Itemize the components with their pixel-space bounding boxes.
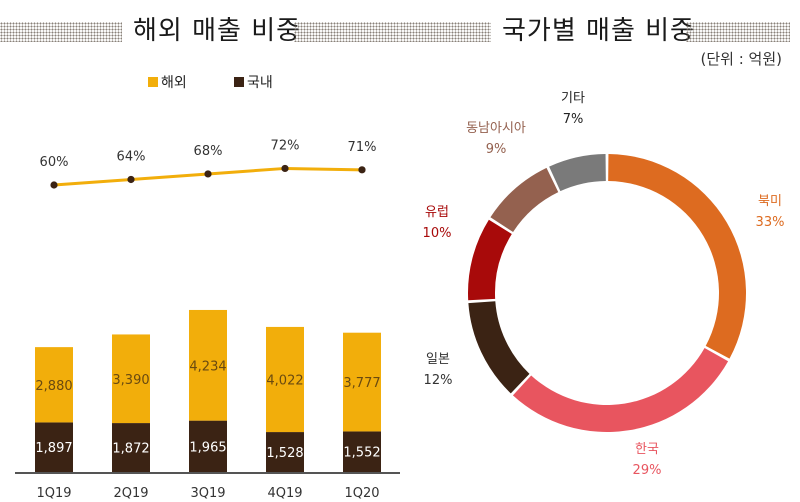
bar-label-overseas: 3,390 <box>112 373 149 388</box>
left-chart-title: 해외 매출 비중 <box>133 16 302 46</box>
donut-slice-유럽 <box>467 219 512 301</box>
legend-swatch-domestic <box>234 77 244 87</box>
share-label: 64% <box>117 149 146 164</box>
bar-domestic <box>189 420 227 472</box>
share-label: 72% <box>271 138 300 153</box>
legend-swatch-overseas <box>148 77 158 87</box>
share-marker <box>127 175 135 184</box>
slice-percent-label: 33% <box>756 215 785 230</box>
donut-slice-한국 <box>512 347 729 432</box>
slice-name-label: 한국 <box>635 442 659 457</box>
bar-overseas <box>266 326 304 433</box>
bar-label-domestic: 1,965 <box>189 440 226 455</box>
header-pattern-right-1 <box>400 22 491 42</box>
bar-label-domestic: 1,528 <box>266 446 303 461</box>
bar-label-overseas: 2,880 <box>35 379 72 394</box>
share-marker <box>281 164 289 173</box>
x-tick-label: 2Q19 <box>113 486 148 501</box>
x-tick-label: 4Q19 <box>267 486 302 501</box>
bar-label-overseas: 3,777 <box>343 376 380 391</box>
bar-domestic <box>112 423 150 472</box>
slice-name-label: 북미 <box>758 194 782 209</box>
bar-domestic <box>343 431 381 472</box>
slice-percent-label: 7% <box>563 112 584 127</box>
slice-percent-label: 9% <box>486 142 507 157</box>
slice-name-label: 동남아시아 <box>466 121 526 136</box>
share-marker <box>204 170 212 178</box>
bar-label-domestic: 1,552 <box>343 446 380 461</box>
header-pattern-left-2 <box>294 22 400 42</box>
donut-slice-동남아시아 <box>490 167 559 233</box>
share-label: 71% <box>348 140 377 155</box>
right-chart-title: 국가별 매출 비중 <box>502 16 695 46</box>
bar-overseas <box>35 347 73 423</box>
slice-percent-label: 12% <box>424 373 453 388</box>
slice-name-label: 일본 <box>426 352 450 367</box>
legend-label-overseas: 해외 <box>161 75 187 91</box>
slice-name-label: 유럽 <box>425 205 449 220</box>
x-tick-label: 3Q19 <box>190 486 225 501</box>
legend-overseas: 해외 <box>148 72 187 92</box>
x-tick-label: 1Q19 <box>36 486 71 501</box>
share-marker <box>358 166 366 174</box>
header-pattern-left-1 <box>0 22 122 42</box>
bar-overseas <box>343 332 381 432</box>
donut-slice-북미 <box>608 154 747 359</box>
donut-slice-일본 <box>468 301 530 394</box>
x-tick-label: 1Q20 <box>344 486 379 501</box>
legend-domestic: 국내 <box>234 72 273 92</box>
bar-label-overseas: 4,022 <box>266 373 303 388</box>
bar-label-domestic: 1,872 <box>112 442 149 457</box>
share-marker <box>50 181 58 189</box>
donut-slice-기타 <box>549 154 606 192</box>
legend-label-domestic: 국내 <box>247 75 273 91</box>
header-pattern-right-2 <box>686 22 790 42</box>
share-label: 68% <box>194 144 223 159</box>
unit-label: (단위 : 억원) <box>700 50 783 68</box>
slice-percent-label: 29% <box>633 463 662 478</box>
bar-domestic <box>266 432 304 472</box>
bar-overseas <box>112 334 150 424</box>
bar-label-overseas: 4,234 <box>189 359 226 374</box>
share-label: 60% <box>40 155 69 170</box>
bar-domestic <box>35 422 73 472</box>
bar-overseas <box>189 309 227 421</box>
bar-label-domestic: 1,897 <box>35 441 72 456</box>
slice-name-label: 기타 <box>561 91 585 106</box>
slice-percent-label: 10% <box>423 226 452 241</box>
